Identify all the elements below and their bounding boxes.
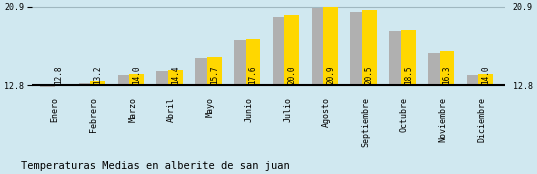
Bar [245,39,260,85]
Text: 14.4: 14.4 [171,65,180,84]
Bar [40,85,55,87]
Bar [195,58,210,85]
Bar [311,8,326,85]
Bar [440,51,454,85]
Bar [168,70,183,85]
Bar [362,10,377,85]
Bar [207,57,222,85]
Bar [79,83,93,85]
Bar [273,17,287,85]
Bar [129,73,144,85]
Text: 20.9: 20.9 [326,65,335,84]
Text: 12.8: 12.8 [54,65,63,84]
Bar [234,40,249,85]
Bar [389,31,404,85]
Text: 16.3: 16.3 [442,65,452,84]
Bar [285,15,299,85]
Bar [401,30,416,85]
Bar [118,75,132,85]
Text: 18.5: 18.5 [404,65,413,84]
Bar [467,75,482,85]
Text: 17.6: 17.6 [249,65,257,84]
Text: 20.0: 20.0 [287,65,296,84]
Bar [428,53,442,85]
Bar [478,73,493,85]
Bar [156,71,171,85]
Text: 14.0: 14.0 [481,65,490,84]
Bar [323,7,338,85]
Text: 15.7: 15.7 [209,65,219,84]
Text: 14.0: 14.0 [132,65,141,84]
Bar [90,81,105,85]
Text: 13.2: 13.2 [93,65,102,84]
Bar [350,12,365,85]
Text: 20.5: 20.5 [365,65,374,84]
Text: Temperaturas Medias en alberite de san juan: Temperaturas Medias en alberite de san j… [21,161,290,171]
